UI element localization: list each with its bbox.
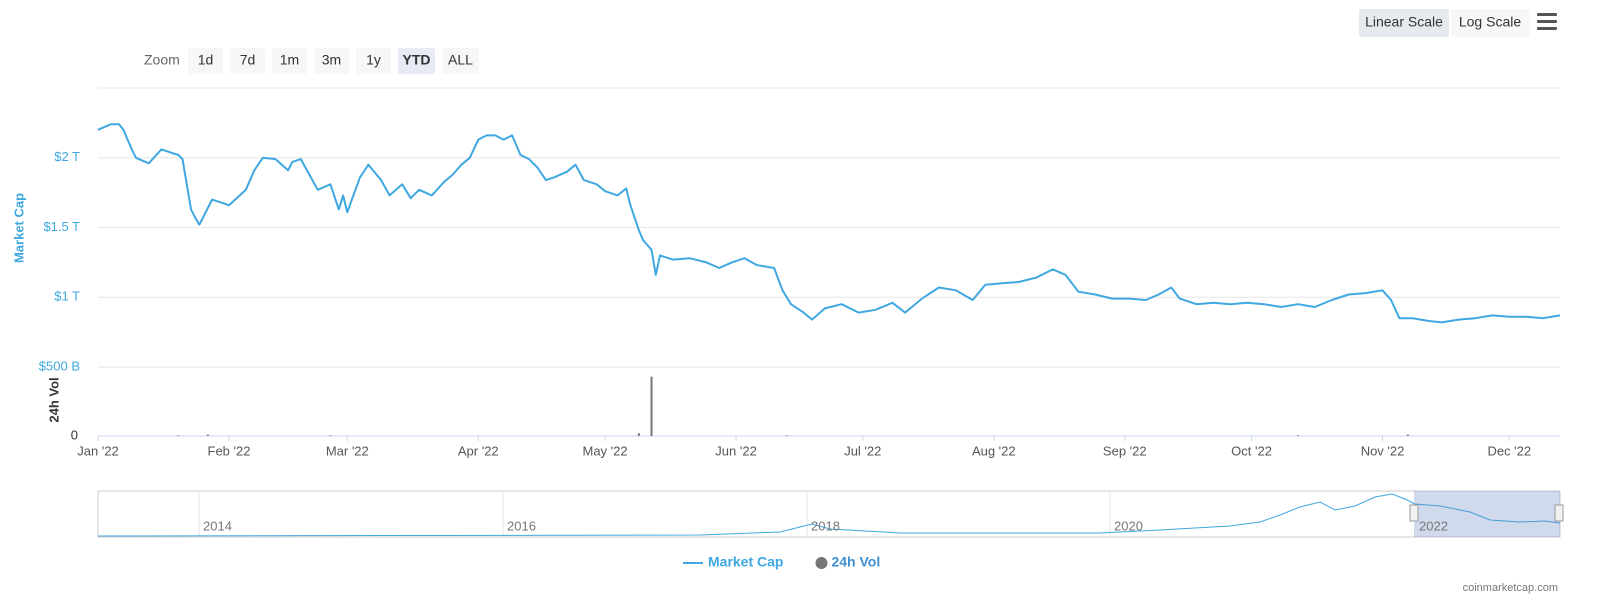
zoom-button[interactable]: [398, 48, 435, 74]
y2-tick-label: 0: [71, 427, 78, 442]
volume-bar: [650, 376, 653, 436]
zoom-button-label[interactable]: 1d: [198, 52, 214, 68]
volume-bar: [637, 433, 640, 436]
navigator-label: 2020: [1114, 518, 1143, 533]
zoom-button-label[interactable]: 3m: [322, 52, 341, 68]
log-scale-button[interactable]: [1451, 9, 1530, 37]
x-tick-label: Oct '22: [1231, 443, 1272, 458]
credit: coinmarketcap.com: [1463, 582, 1558, 594]
x-tick-label: May '22: [582, 443, 627, 458]
navigator-label: 2014: [203, 518, 232, 533]
x-tick-label: Apr '22: [458, 443, 499, 458]
zoom-label: Zoom: [144, 52, 180, 68]
x-tick-label: Jul '22: [844, 443, 881, 458]
linear-scale-label[interactable]: Linear Scale: [1365, 14, 1443, 30]
x-tick-label: Aug '22: [972, 443, 1016, 458]
y-tick-label: $1 T: [54, 289, 80, 304]
zoom-button-label[interactable]: YTD: [403, 52, 431, 68]
zoom-button[interactable]: [314, 48, 349, 74]
menu-bar: [1537, 13, 1557, 16]
x-tick-label: Jun '22: [715, 443, 757, 458]
legend-label[interactable]: Market Cap: [708, 554, 783, 570]
navigator-handle[interactable]: [1554, 504, 1564, 522]
y-tick-label: $2 T: [54, 149, 80, 164]
volume-bar: [785, 435, 788, 436]
market-cap-line: [97, 123, 1561, 324]
volume-bar: [329, 435, 332, 436]
navigator-frame: [97, 490, 1561, 538]
x-tick-label: Sep '22: [1103, 443, 1147, 458]
x-tick-label: Nov '22: [1361, 443, 1405, 458]
volume-bar: [177, 435, 180, 436]
legend-symbol: [815, 557, 828, 569]
x-tick-label: Feb '22: [208, 443, 251, 458]
x-tick-label: Mar '22: [326, 443, 369, 458]
y-axis-title: Market Cap: [11, 193, 26, 263]
navigator-label: 2022: [1419, 518, 1448, 533]
x-tick-label: Dec '22: [1487, 443, 1531, 458]
y-tick-label: $1.5 T: [43, 219, 80, 234]
zoom-button-label[interactable]: 1m: [280, 52, 299, 68]
zoom-button-label[interactable]: 7d: [240, 52, 256, 68]
volume-bar: [1406, 434, 1409, 436]
zoom-button-label[interactable]: ALL: [448, 52, 473, 68]
navigator-label: 2018: [811, 518, 840, 533]
log-scale-label[interactable]: Log Scale: [1459, 14, 1521, 30]
zoom-button[interactable]: [188, 48, 223, 74]
menu-button[interactable]: [1537, 13, 1557, 30]
navigator-selection[interactable]: [1414, 491, 1560, 537]
zoom-button[interactable]: [356, 48, 391, 74]
navigator-line: [97, 493, 1561, 537]
zoom-button[interactable]: [442, 48, 479, 74]
volume-bar: [206, 434, 209, 436]
y2-axis-title: 24h Vol: [46, 377, 61, 422]
x-tick-label: Jan '22: [77, 443, 119, 458]
menu-bar: [1537, 20, 1557, 23]
zoom-button[interactable]: [230, 48, 265, 74]
legend-label[interactable]: 24h Vol: [831, 554, 880, 570]
navigator-handle[interactable]: [1409, 504, 1419, 522]
linear-scale-button[interactable]: [1359, 9, 1449, 37]
volume-bar: [1297, 435, 1300, 436]
menu-bar: [1537, 27, 1557, 30]
navigator-label: 2016: [507, 518, 536, 533]
zoom-button[interactable]: [272, 48, 307, 74]
zoom-button-label[interactable]: 1y: [366, 52, 381, 68]
y-tick-label: $500 B: [39, 358, 80, 373]
